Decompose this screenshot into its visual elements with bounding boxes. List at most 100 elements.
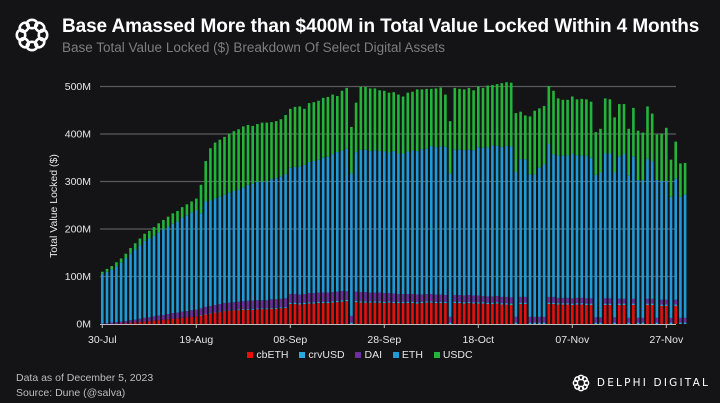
bar-cbeth	[359, 302, 363, 324]
bar-crvusd	[444, 301, 447, 304]
bar-eth	[467, 149, 471, 296]
bar-dai	[124, 321, 128, 324]
bar-eth	[655, 180, 659, 318]
bar-usdc	[143, 233, 146, 241]
bar-eth	[665, 181, 668, 300]
bar-crvusd	[458, 301, 461, 304]
bar-dai	[354, 291, 358, 301]
bar-dai	[204, 306, 207, 315]
bar-crvusd	[246, 308, 250, 310]
bar-stack	[246, 124, 250, 324]
bar-stack	[265, 122, 269, 324]
bar-crvusd	[603, 303, 607, 305]
bar-eth	[444, 146, 447, 296]
bar-stack	[425, 88, 428, 324]
bar-stack	[528, 116, 532, 324]
bar-dai	[434, 294, 438, 302]
bar-dai	[575, 297, 579, 304]
bar-usdc	[232, 131, 236, 191]
bar-eth	[406, 151, 410, 295]
bar-cbeth	[190, 316, 193, 324]
bar-dai	[251, 300, 254, 309]
bar-eth	[274, 178, 278, 300]
bar-stack	[387, 92, 391, 324]
bar-usdc	[185, 204, 189, 216]
bar-eth	[124, 258, 128, 322]
bar-cbeth	[585, 305, 588, 324]
bar-eth	[105, 271, 109, 324]
bar-usdc	[669, 159, 673, 197]
bar-crvusd	[387, 301, 391, 303]
bar-dai	[556, 297, 560, 304]
bar-crvusd	[392, 301, 395, 304]
bar-eth	[157, 232, 160, 316]
legend-item-cbeth: cbETH	[247, 349, 288, 361]
bar-eth	[293, 166, 297, 295]
bar-dai	[195, 309, 198, 317]
bar-usdc	[547, 86, 551, 144]
bar-crvusd	[303, 302, 306, 305]
bar-crvusd	[477, 302, 480, 304]
bar-usdc	[500, 83, 504, 147]
bar-eth	[613, 172, 616, 318]
bar-crvusd	[359, 301, 363, 303]
bar-stack	[599, 128, 602, 324]
bar-eth	[561, 155, 565, 298]
bar-usdc	[528, 116, 532, 175]
x-tick-label: 07-Nov	[555, 334, 590, 346]
brand-mark: DELPHI DIGITAL	[571, 373, 710, 393]
bar-cbeth	[260, 309, 264, 324]
bar-dai	[152, 316, 156, 321]
bar-stack	[547, 86, 551, 324]
bar-eth	[133, 249, 137, 320]
bar-dai	[608, 298, 612, 304]
bar-cbeth	[251, 309, 254, 324]
bar-usdc	[392, 92, 395, 152]
bar-stack	[213, 142, 217, 324]
bar-eth	[439, 146, 442, 295]
bar-eth	[509, 146, 513, 298]
bar-dai	[561, 297, 565, 304]
bar-usdc	[575, 99, 579, 156]
bar-stack	[650, 113, 654, 324]
legend-label: ETH	[401, 349, 423, 361]
bar-dai	[373, 292, 377, 302]
bar-eth	[669, 196, 673, 318]
bar-stack	[453, 87, 457, 324]
legend-label: crvUSD	[308, 349, 345, 361]
bar-eth	[542, 163, 546, 317]
bar-dai	[232, 302, 236, 310]
bar-usdc	[505, 82, 508, 146]
bar-eth	[204, 201, 207, 307]
bar-eth	[350, 173, 353, 316]
bar-crvusd	[571, 303, 574, 305]
bar-stack	[415, 89, 419, 324]
bar-eth	[162, 229, 165, 315]
bar-usdc	[406, 92, 410, 152]
bar-dai	[467, 295, 471, 302]
bar-dai	[298, 294, 301, 304]
bar-usdc	[101, 271, 104, 274]
data-as-of: Data as of December 5, 2023	[16, 372, 154, 384]
bar-usdc	[227, 133, 231, 193]
bar-stack	[180, 207, 184, 324]
bar-cbeth	[336, 302, 339, 324]
bar-cbeth	[180, 317, 184, 324]
bar-eth	[608, 153, 612, 299]
bar-dai	[133, 319, 137, 323]
bar-crvusd	[199, 314, 203, 316]
bar-cbeth	[223, 311, 226, 324]
bar-usdc	[599, 128, 602, 173]
bar-eth	[336, 152, 339, 292]
bar-usdc	[237, 129, 240, 190]
bar-usdc	[204, 161, 207, 202]
bar-crvusd	[317, 301, 320, 304]
bar-crvusd	[209, 313, 212, 314]
bar-stack	[307, 103, 311, 324]
bar-stack	[326, 96, 330, 324]
bar-crvusd	[326, 301, 330, 304]
bar-cbeth	[133, 322, 137, 324]
bar-usdc	[674, 141, 677, 179]
bar-crvusd	[251, 308, 254, 310]
bar-cbeth	[481, 303, 485, 324]
